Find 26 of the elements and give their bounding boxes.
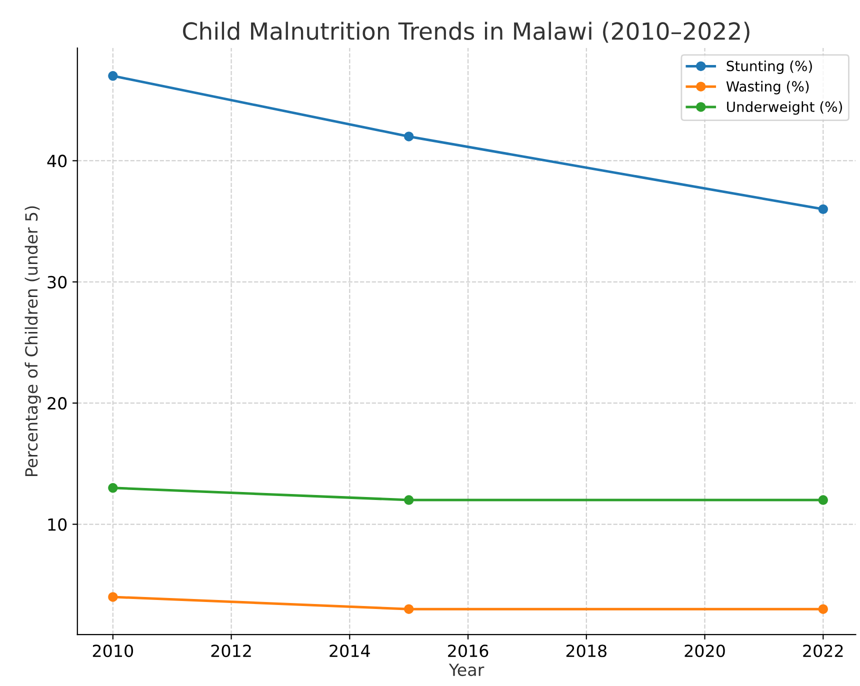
x-axis-title: Year [448, 664, 484, 676]
x-tick-label: 2018 [566, 644, 606, 658]
x-tick-label: 2012 [211, 644, 251, 658]
y-axis-title: Percentage of Children (under 5) [24, 206, 41, 476]
x-tick-label: 2010 [92, 644, 134, 658]
point [108, 483, 118, 493]
x-tick-label: 2020 [684, 644, 725, 658]
x-tick-label: 2016 [448, 644, 488, 658]
y-tick-label: 30 [48, 276, 67, 288]
point [108, 71, 118, 81]
legend-label: Wasting (%) [726, 80, 809, 94]
y-tick-label: 20 [48, 397, 67, 410]
point [404, 604, 414, 614]
x-tick-label: 2014 [330, 644, 370, 658]
y-tick-label: 10 [48, 518, 67, 531]
point [404, 495, 414, 505]
point [818, 204, 828, 214]
point [108, 592, 118, 602]
legend-label: Stunting (%) [726, 60, 812, 74]
x-tick-label: 2022 [803, 644, 843, 658]
point [818, 604, 828, 614]
point [818, 495, 828, 505]
point [404, 132, 414, 142]
legend-label: Underweight (%) [727, 101, 842, 115]
chart-title: Child Malnutrition Trends in Malawi (2010–2022) [183, 22, 750, 43]
y-tick-label: 40 [47, 154, 67, 168]
